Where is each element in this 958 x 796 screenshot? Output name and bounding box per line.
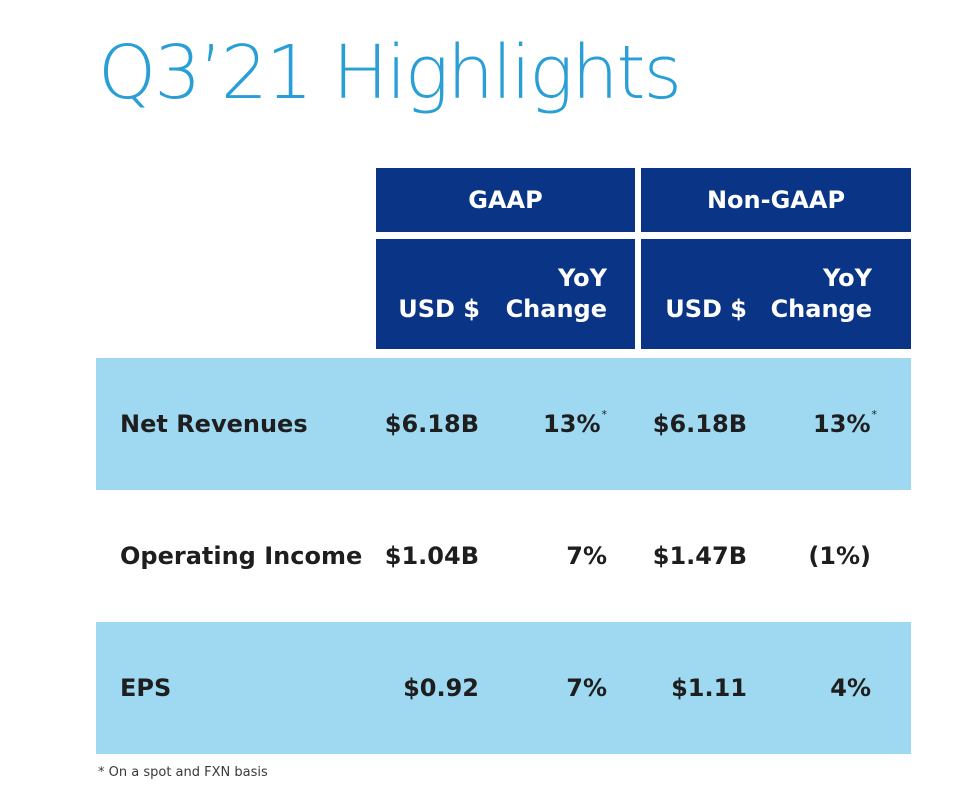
subheader-gaap-usd-label: USD $ [398,295,480,323]
subheader-gaap-usd: USD $ [398,294,480,325]
header-gaap: GAAP [376,168,635,232]
gaap-usd-value: $0.92 [403,674,479,702]
subheader-gaap: USD $ YoY Change [376,239,635,349]
footnote-mark: * [871,407,878,421]
non-gaap-yoy-value: 13% * [813,407,878,439]
header-non-gaap-label: Non-GAAP [706,186,846,214]
page-title: Q3’21 Highlights [98,30,682,116]
table-row-operating-income: Operating Income $1.04B 7% $1.47B (1%) [96,490,911,622]
gaap-yoy-value: 13% * [543,407,608,439]
subheader-gaap-yoy: YoY Change [506,263,607,325]
header-gaap-label: GAAP [468,186,543,214]
footnote-mark: * [601,407,608,421]
subheader-non-gaap-yoy-line1: YoY [822,264,872,292]
non-gaap-usd-value: $1.47B [652,542,747,570]
non-gaap-usd-value: $1.11 [671,674,747,702]
gaap-yoy-value: 7% [566,542,607,570]
table-row-eps: EPS $0.92 7% $1.11 4% [96,622,911,754]
subheader-gaap-yoy-line2: Change [505,295,607,323]
non-gaap-yoy-value: (1%) [808,542,871,570]
subheader-non-gaap-usd: USD $ [665,294,747,325]
row-label: Net Revenues [120,410,308,438]
header-non-gaap: Non-GAAP [641,168,911,232]
gaap-usd-value: $1.04B [384,542,479,570]
row-label: EPS [120,674,172,702]
gaap-usd-value: $6.18B [384,410,479,438]
table-row-net-revenues: Net Revenues $6.18B 13% * $6.18B 13% * [96,358,911,490]
subheader-non-gaap-yoy: YoY Change [771,263,872,325]
subheader-non-gaap-usd-label: USD $ [665,295,747,323]
subheader-gaap-yoy-line1: YoY [557,264,607,292]
footnote: * On a spot and FXN basis [98,765,268,780]
non-gaap-usd-value: $6.18B [652,410,747,438]
subheader-non-gaap: USD $ YoY Change [641,239,911,349]
gaap-yoy-value: 7% [566,674,607,702]
subheader-non-gaap-yoy-line2: Change [770,295,872,323]
non-gaap-yoy-value: 4% [830,674,871,702]
row-label: Operating Income [120,542,363,570]
